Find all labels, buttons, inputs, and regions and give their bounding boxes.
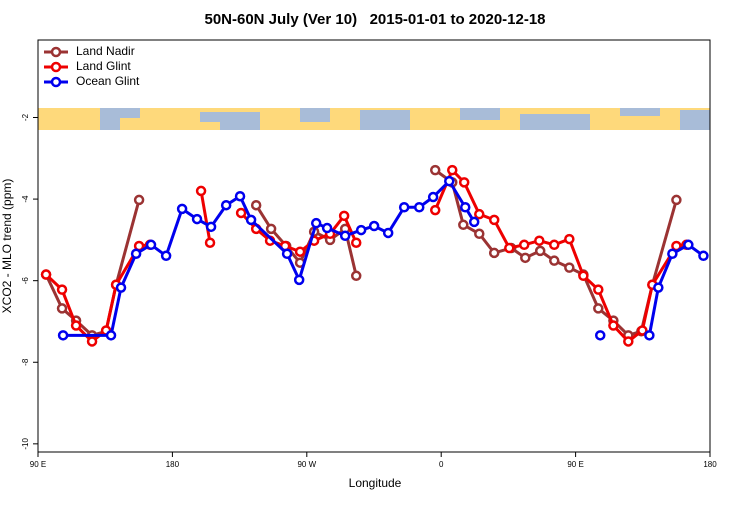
y-tick-label: -2 (21, 113, 30, 121)
data-point (474, 228, 485, 240)
y-axis-label: XCO2 - MLO trend (ppm) (0, 179, 14, 314)
data-point (458, 219, 469, 231)
data-point (398, 201, 410, 213)
data-point (644, 330, 655, 341)
data-point (245, 214, 257, 226)
data-point (234, 190, 246, 202)
data-point (338, 210, 350, 222)
data-point (310, 217, 322, 229)
legend-marker (50, 76, 62, 88)
data-point (382, 227, 394, 239)
data-point (250, 199, 262, 211)
data-point (281, 248, 293, 260)
data-point (594, 330, 606, 341)
data-point (637, 325, 648, 336)
x-axis-label: Longitude (349, 476, 402, 490)
data-point (220, 199, 232, 211)
data-point (468, 216, 480, 228)
data-point (623, 336, 634, 347)
data-point (474, 208, 485, 220)
y-tick-label: -10 (21, 438, 30, 450)
y-tick-label: -8 (21, 358, 30, 366)
x-tick-label: 180 (166, 460, 180, 469)
data-point (350, 270, 362, 282)
data-point (578, 270, 589, 282)
data-point (671, 194, 682, 206)
data-point (191, 213, 203, 225)
data-point (56, 303, 68, 314)
chart-title: 50N-60N July (Ver 10) 2015-01-01 to 2020… (204, 11, 545, 28)
data-point (115, 282, 127, 293)
data-point (321, 222, 333, 234)
data-point (70, 320, 82, 331)
data-point (339, 230, 351, 242)
data-point (368, 220, 380, 232)
data-point (518, 239, 530, 251)
data-point (488, 247, 500, 259)
x-tick-label: 90 W (297, 460, 316, 469)
data-point (204, 237, 216, 248)
data-point (413, 201, 425, 213)
data-point (458, 177, 470, 188)
data-point (56, 284, 68, 295)
data-point (86, 336, 98, 347)
data-point (57, 330, 69, 341)
y-tick-label: -4 (21, 195, 30, 203)
data-point (653, 282, 664, 293)
data-point (427, 191, 439, 203)
data-point (593, 303, 604, 314)
data-point (698, 250, 709, 262)
data-point (294, 246, 306, 257)
x-tick-label: 180 (703, 460, 717, 469)
legend-label: Land Glint (76, 59, 131, 73)
data-point (105, 330, 117, 341)
x-tick-label: 90 E (567, 460, 583, 469)
data-point (447, 164, 458, 176)
data-point (195, 185, 207, 197)
data-point (534, 235, 545, 246)
data-point (133, 194, 145, 206)
data-point (504, 242, 515, 254)
data-point (459, 201, 471, 213)
y-tick-label: -6 (21, 277, 30, 285)
data-point (593, 284, 604, 295)
data-point (265, 223, 277, 235)
data-point (40, 269, 52, 280)
data-point (176, 203, 188, 215)
data-point (130, 248, 142, 260)
data-point (429, 164, 441, 176)
x-tick-label: 0 (439, 460, 444, 469)
legend-label: Ocean Glint (76, 74, 140, 88)
data-point (548, 239, 560, 251)
data-point (608, 320, 619, 331)
data-point (520, 252, 531, 264)
data-point (564, 233, 575, 245)
series-line (433, 167, 687, 344)
data-point (564, 262, 575, 273)
legend-marker (50, 61, 62, 73)
data-point (444, 175, 455, 187)
data-point (355, 224, 367, 236)
data-point (160, 250, 172, 262)
map-strip (38, 108, 710, 130)
data-point (235, 207, 247, 219)
x-tick-label: 90 E (30, 460, 46, 469)
data-point (683, 239, 694, 251)
legend-marker (50, 46, 62, 58)
data-point (534, 245, 546, 257)
series-line (199, 190, 212, 243)
data-point (145, 239, 157, 251)
data-point (429, 204, 441, 216)
data-point (488, 214, 500, 226)
plot-frame (37, 39, 711, 453)
data-point (667, 248, 678, 260)
data-point (548, 255, 560, 266)
legend-label: Land Nadir (76, 44, 135, 58)
data-point (350, 237, 362, 248)
data-point (205, 221, 217, 233)
data-point (293, 274, 305, 286)
